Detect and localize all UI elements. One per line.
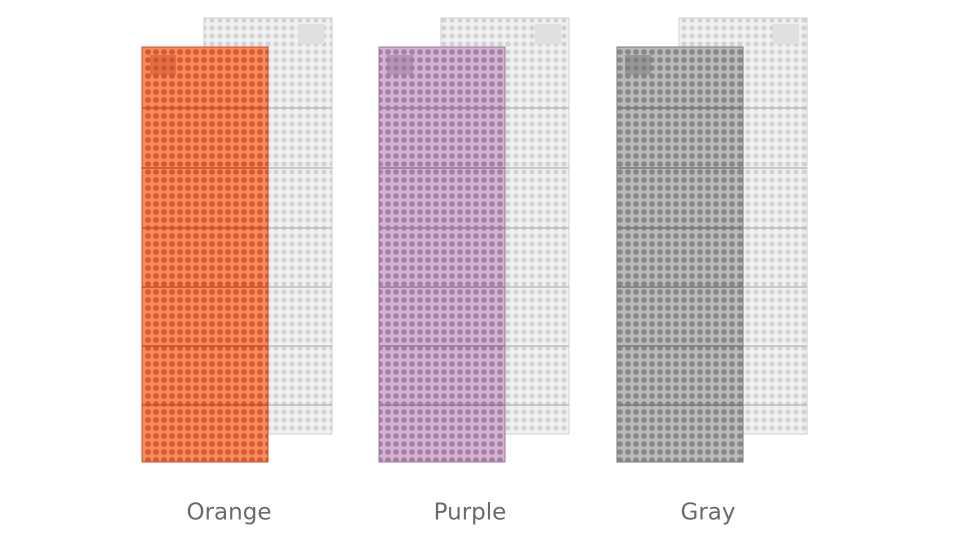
product-label: Gray: [681, 500, 736, 526]
front-panel: [378, 46, 506, 463]
front-panel: [141, 46, 269, 463]
front-logo: [625, 55, 651, 75]
back-logo: [535, 24, 561, 44]
product-label: Orange: [187, 500, 272, 526]
front-panel: [616, 46, 744, 463]
front-logo: [150, 55, 176, 75]
front-logo: [387, 55, 413, 75]
product-label: Purple: [434, 500, 507, 526]
pads: [141, 17, 808, 463]
back-logo: [773, 24, 799, 44]
back-logo: [298, 24, 324, 44]
